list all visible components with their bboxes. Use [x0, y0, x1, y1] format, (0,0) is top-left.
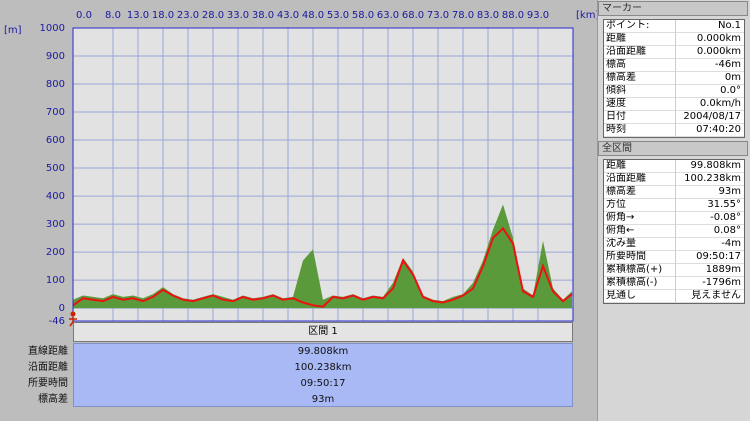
panel-label: 傾斜 — [604, 85, 676, 98]
panel-label: 標高差 — [604, 72, 676, 85]
x-axis-unit: [km] — [576, 10, 597, 21]
panel-label: 方位 — [604, 199, 676, 212]
y-tick-label: 0 — [59, 303, 65, 314]
panel-label: 所要時間 — [604, 251, 676, 264]
panel-value: 93m — [676, 186, 744, 199]
section-label: 直線距離 — [28, 346, 68, 357]
y-tick-label: 600 — [46, 135, 65, 146]
panel-label: 見通し — [604, 290, 676, 303]
panel-value: 0.0° — [676, 85, 744, 98]
panel-header: マーカー — [598, 1, 748, 16]
y-tick-label: 900 — [46, 51, 65, 62]
panel-label: ポイント: — [604, 20, 676, 33]
marker-icon — [70, 311, 76, 317]
section-value: 93m — [311, 394, 335, 405]
x-tick-label: 0.0 — [76, 10, 92, 21]
y-tick-label: 1000 — [40, 23, 65, 34]
panel-value: 見えません — [676, 290, 744, 303]
x-tick-label: 93.0 — [527, 10, 549, 21]
x-tick-label: 88.0 — [502, 10, 524, 21]
panel-label: 標高差 — [604, 186, 676, 199]
x-tick-label: 68.0 — [402, 10, 424, 21]
chart: -46 0 100 200 300 400 500 600 700 800 900 1000 0.0 8.… — [4, 10, 597, 327]
x-tick-label: 23.0 — [177, 10, 199, 21]
panel-value: 31.55° — [676, 199, 744, 212]
section-label: 所要時間 — [28, 378, 68, 389]
section-label: 標高差 — [38, 394, 68, 405]
y-tick-label: 800 — [46, 79, 65, 90]
x-tick-label: 83.0 — [477, 10, 499, 21]
elevation-area — [73, 204, 572, 309]
panel-value: 99.808km — [676, 160, 744, 173]
panel-value: -0.08° — [676, 212, 744, 225]
section-body — [73, 343, 573, 407]
x-tick-label: 13.0 — [127, 10, 149, 21]
section-label: 沿面距離 — [28, 362, 68, 373]
y-tick-label: -46 — [49, 316, 65, 327]
section-value: 09:50:17 — [300, 378, 346, 389]
x-tick-label: 38.0 — [252, 10, 274, 21]
panel-table — [603, 19, 745, 138]
panel-value: 07:40:20 — [676, 124, 744, 137]
x-tick-label: 53.0 — [327, 10, 349, 21]
panel-value: 1889m — [676, 264, 744, 277]
panel-value: 09:50:17 — [676, 251, 744, 264]
panel-label: 距離 — [604, 160, 676, 173]
x-tick-label: 48.0 — [302, 10, 324, 21]
panel-table — [603, 159, 745, 304]
x-tick-label: 58.0 — [352, 10, 374, 21]
y-tick-label: 100 — [46, 275, 65, 286]
panel-label: 累積標高(-) — [604, 277, 676, 290]
panel-label: 累積標高(+) — [604, 264, 676, 277]
x-tick-label: 8.0 — [105, 10, 121, 21]
panel-value: -4m — [676, 238, 744, 251]
x-tick-label: 43.0 — [277, 10, 299, 21]
section-value: 100.238km — [294, 362, 352, 373]
y-tick-label: 200 — [46, 247, 65, 258]
x-tick-label: 63.0 — [377, 10, 399, 21]
panel-label: 沈み量 — [604, 238, 676, 251]
panel-label: 沿面距離 — [604, 173, 676, 186]
panel-value: 0.08° — [676, 225, 744, 238]
x-tick-label: 73.0 — [427, 10, 449, 21]
x-tick-label: 33.0 — [227, 10, 249, 21]
section-header: 区間 1 — [73, 322, 573, 342]
panel-label: 俯角→ — [604, 212, 676, 225]
panel-label: 速度 — [604, 98, 676, 111]
y-tick-label: 300 — [46, 219, 65, 230]
panel-label: 俯角← — [604, 225, 676, 238]
marker-icon — [69, 317, 77, 327]
y-tick-label: 700 — [46, 107, 65, 118]
panel-value: 2004/08/17 — [676, 111, 744, 124]
panel-label: 距離 — [604, 33, 676, 46]
panel-value: -46m — [676, 59, 744, 72]
panel-label: 時刻 — [604, 124, 676, 137]
panel-value: No.1 — [676, 20, 744, 33]
panel-value: 0.000km — [676, 46, 744, 59]
y-tick-label: 400 — [46, 191, 65, 202]
y-tick-label: 500 — [46, 163, 65, 174]
panel-value: 0.000km — [676, 33, 744, 46]
panel-value: 0m — [676, 72, 744, 85]
panel-label: 沿面距離 — [604, 46, 676, 59]
panel-label: 標高 — [604, 59, 676, 72]
panel-label: 日付 — [604, 111, 676, 124]
panel-value: 100.238km — [676, 173, 744, 186]
x-tick-label: 18.0 — [152, 10, 174, 21]
panel-value: -1796m — [676, 277, 744, 290]
section-value: 99.808km — [297, 346, 349, 357]
x-tick-label: 28.0 — [202, 10, 224, 21]
y-axis-unit: [m] — [4, 25, 22, 36]
panel-header: 全区間 — [598, 141, 748, 156]
plot-border — [72, 27, 574, 322]
elevation-line — [72, 226, 573, 308]
panel-value: 0.0km/h — [676, 98, 744, 111]
x-tick-label: 78.0 — [452, 10, 474, 21]
